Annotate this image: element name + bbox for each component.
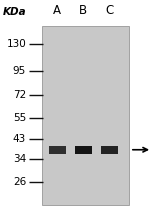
FancyBboxPatch shape [49, 146, 66, 154]
FancyBboxPatch shape [75, 146, 92, 154]
Text: B: B [79, 4, 87, 17]
Text: 55: 55 [13, 113, 26, 123]
Text: 72: 72 [13, 90, 26, 100]
FancyBboxPatch shape [42, 26, 129, 205]
Text: 34: 34 [13, 154, 26, 164]
Text: A: A [53, 4, 61, 17]
Text: 43: 43 [13, 134, 26, 144]
FancyBboxPatch shape [101, 146, 118, 154]
Text: 26: 26 [13, 177, 26, 187]
Text: C: C [105, 4, 113, 17]
Text: KDa: KDa [2, 7, 26, 17]
Text: 130: 130 [6, 39, 26, 49]
Text: 95: 95 [13, 66, 26, 76]
